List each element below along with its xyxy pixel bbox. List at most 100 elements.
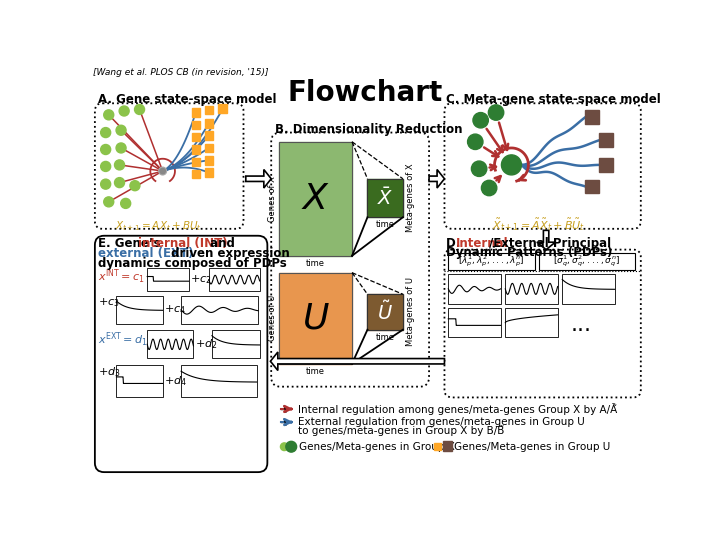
Bar bbox=[279, 273, 352, 363]
Bar bbox=[367, 294, 403, 330]
Bar bbox=[367, 294, 403, 330]
Text: $+d_4$: $+d_4$ bbox=[164, 374, 187, 388]
Circle shape bbox=[104, 110, 114, 120]
Bar bbox=[562, 274, 615, 303]
Circle shape bbox=[116, 143, 126, 153]
Bar bbox=[449, 253, 534, 269]
Text: Internal: Internal bbox=[456, 237, 508, 250]
Bar bbox=[192, 109, 200, 117]
FancyBboxPatch shape bbox=[444, 249, 641, 397]
FancyBboxPatch shape bbox=[95, 103, 243, 229]
Text: external (EXT): external (EXT) bbox=[98, 247, 194, 260]
Text: to genes/meta-genes in Group X by B/B̃: to genes/meta-genes in Group X by B/B̃ bbox=[298, 425, 505, 436]
Text: Meta-genes of U: Meta-genes of U bbox=[406, 278, 415, 347]
Polygon shape bbox=[429, 170, 444, 188]
Circle shape bbox=[101, 179, 111, 189]
Bar bbox=[539, 253, 636, 269]
Bar bbox=[204, 106, 213, 114]
Text: $+c_2$: $+c_2$ bbox=[190, 273, 212, 286]
Text: E. Gene’s: E. Gene’s bbox=[98, 237, 165, 250]
Bar bbox=[449, 308, 500, 338]
Text: Genes of X: Genes of X bbox=[269, 176, 277, 222]
Text: ...: ... bbox=[571, 315, 592, 335]
Bar bbox=[148, 330, 194, 358]
Circle shape bbox=[159, 167, 166, 175]
Bar bbox=[599, 133, 613, 147]
Text: dynamics composed of PDPs: dynamics composed of PDPs bbox=[98, 257, 287, 271]
Circle shape bbox=[101, 145, 111, 154]
Circle shape bbox=[472, 161, 487, 177]
Bar bbox=[204, 131, 213, 140]
Bar bbox=[279, 273, 352, 363]
Text: $\bar{X}$: $\bar{X}$ bbox=[377, 187, 393, 209]
Text: Internal regulation among genes/meta-genes Group X by A/Ã̃: Internal regulation among genes/meta-gen… bbox=[298, 403, 618, 415]
Text: $x^{\rm INT}=c_1$: $x^{\rm INT}=c_1$ bbox=[98, 268, 145, 287]
Bar bbox=[192, 170, 200, 178]
Bar bbox=[204, 156, 213, 165]
Circle shape bbox=[114, 178, 125, 187]
Text: [Wang et al. PLOS CB (in revision, '15)]: [Wang et al. PLOS CB (in revision, '15)] bbox=[94, 68, 269, 77]
Bar bbox=[192, 133, 200, 141]
Text: $+c_4$: $+c_4$ bbox=[164, 303, 186, 316]
Text: $+c_3$: $+c_3$ bbox=[98, 296, 120, 308]
Bar bbox=[505, 274, 558, 303]
Text: Genes/Meta-genes in Group X: Genes/Meta-genes in Group X bbox=[299, 442, 455, 452]
Bar bbox=[192, 158, 200, 166]
Bar bbox=[117, 365, 163, 397]
Text: B. Dimensionality Reduction: B. Dimensionality Reduction bbox=[275, 123, 462, 136]
Circle shape bbox=[281, 443, 288, 450]
Bar bbox=[117, 296, 163, 323]
Circle shape bbox=[160, 168, 166, 174]
Text: $+d_3$: $+d_3$ bbox=[98, 365, 120, 379]
Text: A. Gene state-space model: A. Gene state-space model bbox=[98, 92, 276, 105]
Circle shape bbox=[101, 161, 111, 171]
Bar bbox=[192, 145, 200, 154]
Circle shape bbox=[488, 105, 504, 120]
FancyBboxPatch shape bbox=[271, 132, 429, 387]
Bar bbox=[204, 144, 213, 152]
Circle shape bbox=[286, 441, 297, 452]
Polygon shape bbox=[537, 231, 555, 249]
Polygon shape bbox=[271, 352, 444, 370]
Text: $\tilde{U}$: $\tilde{U}$ bbox=[377, 300, 393, 323]
Text: $U$: $U$ bbox=[302, 301, 329, 335]
Circle shape bbox=[116, 125, 126, 135]
Text: Flowchart: Flowchart bbox=[287, 79, 443, 107]
Circle shape bbox=[467, 134, 483, 150]
Circle shape bbox=[119, 106, 129, 116]
Bar bbox=[599, 158, 613, 172]
Text: driven expression: driven expression bbox=[167, 247, 290, 260]
Bar bbox=[181, 296, 258, 323]
Bar bbox=[148, 268, 189, 291]
Polygon shape bbox=[246, 170, 271, 188]
Text: Meta-genes of X: Meta-genes of X bbox=[406, 164, 415, 232]
Bar bbox=[367, 179, 403, 217]
Text: internal (INT): internal (INT) bbox=[138, 237, 228, 250]
Bar bbox=[279, 142, 352, 256]
Text: Dynamic Patterns (PDPs): Dynamic Patterns (PDPs) bbox=[446, 246, 613, 259]
Bar bbox=[449, 274, 500, 303]
Bar bbox=[204, 168, 213, 177]
Bar bbox=[218, 104, 227, 113]
Text: time: time bbox=[376, 333, 395, 342]
Text: $x^{\rm EXT}=d_1$: $x^{\rm EXT}=d_1$ bbox=[98, 330, 148, 349]
Text: $+d_2$: $+d_2$ bbox=[195, 338, 217, 351]
Bar bbox=[443, 441, 452, 450]
Circle shape bbox=[501, 155, 521, 175]
Text: $X_{t+1}=AX_t+BU_t$: $X_{t+1}=AX_t+BU_t$ bbox=[115, 219, 202, 233]
Text: and: and bbox=[206, 237, 235, 250]
Bar bbox=[192, 120, 200, 129]
Circle shape bbox=[114, 160, 125, 170]
FancyBboxPatch shape bbox=[444, 103, 641, 229]
Bar bbox=[204, 119, 213, 127]
Circle shape bbox=[101, 127, 111, 138]
Bar bbox=[279, 142, 352, 256]
Circle shape bbox=[104, 197, 114, 207]
Bar bbox=[367, 179, 403, 217]
Text: Genes/Meta-genes in Group U: Genes/Meta-genes in Group U bbox=[454, 442, 611, 452]
Circle shape bbox=[130, 181, 140, 191]
Text: time: time bbox=[306, 259, 325, 268]
Bar bbox=[505, 308, 558, 338]
Text: $[\sigma_q^1,\sigma_q^2,...,\sigma_q^n]$: $[\sigma_q^1,\sigma_q^2,...,\sigma_q^n]$ bbox=[554, 253, 621, 269]
Text: C. Meta-gene state-space model: C. Meta-gene state-space model bbox=[446, 92, 661, 105]
